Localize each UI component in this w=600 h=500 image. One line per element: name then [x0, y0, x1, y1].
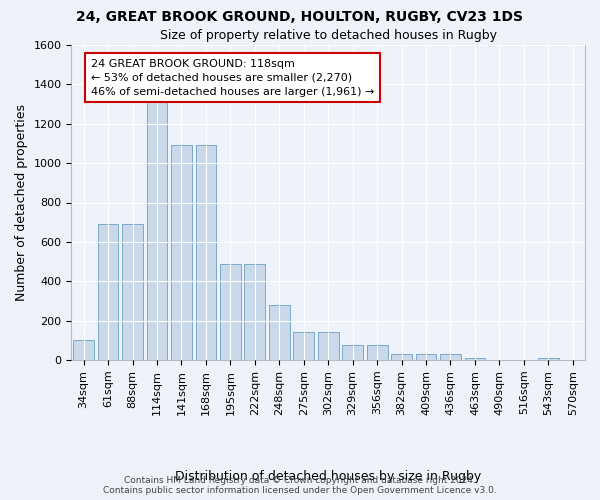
- Bar: [391, 354, 412, 360]
- Bar: [269, 305, 290, 360]
- Bar: [538, 358, 559, 360]
- Bar: [440, 354, 461, 360]
- Text: 24, GREAT BROOK GROUND, HOULTON, RUGBY, CV23 1DS: 24, GREAT BROOK GROUND, HOULTON, RUGBY, …: [77, 10, 523, 24]
- Bar: [220, 264, 241, 360]
- Text: Contains HM Land Registry data © Crown copyright and database right 2024.
Contai: Contains HM Land Registry data © Crown c…: [103, 476, 497, 495]
- Bar: [171, 146, 192, 360]
- X-axis label: Distribution of detached houses by size in Rugby: Distribution of detached houses by size …: [175, 470, 481, 484]
- Bar: [318, 332, 338, 360]
- Bar: [98, 224, 118, 360]
- Bar: [342, 345, 363, 360]
- Bar: [367, 345, 388, 360]
- Bar: [73, 340, 94, 360]
- Bar: [196, 146, 217, 360]
- Text: 24 GREAT BROOK GROUND: 118sqm
← 53% of detached houses are smaller (2,270)
46% o: 24 GREAT BROOK GROUND: 118sqm ← 53% of d…: [91, 59, 374, 97]
- Bar: [416, 354, 436, 360]
- Bar: [146, 66, 167, 360]
- Bar: [244, 264, 265, 360]
- Y-axis label: Number of detached properties: Number of detached properties: [15, 104, 28, 301]
- Bar: [122, 224, 143, 360]
- Bar: [464, 358, 485, 360]
- Bar: [293, 332, 314, 360]
- Title: Size of property relative to detached houses in Rugby: Size of property relative to detached ho…: [160, 30, 497, 43]
